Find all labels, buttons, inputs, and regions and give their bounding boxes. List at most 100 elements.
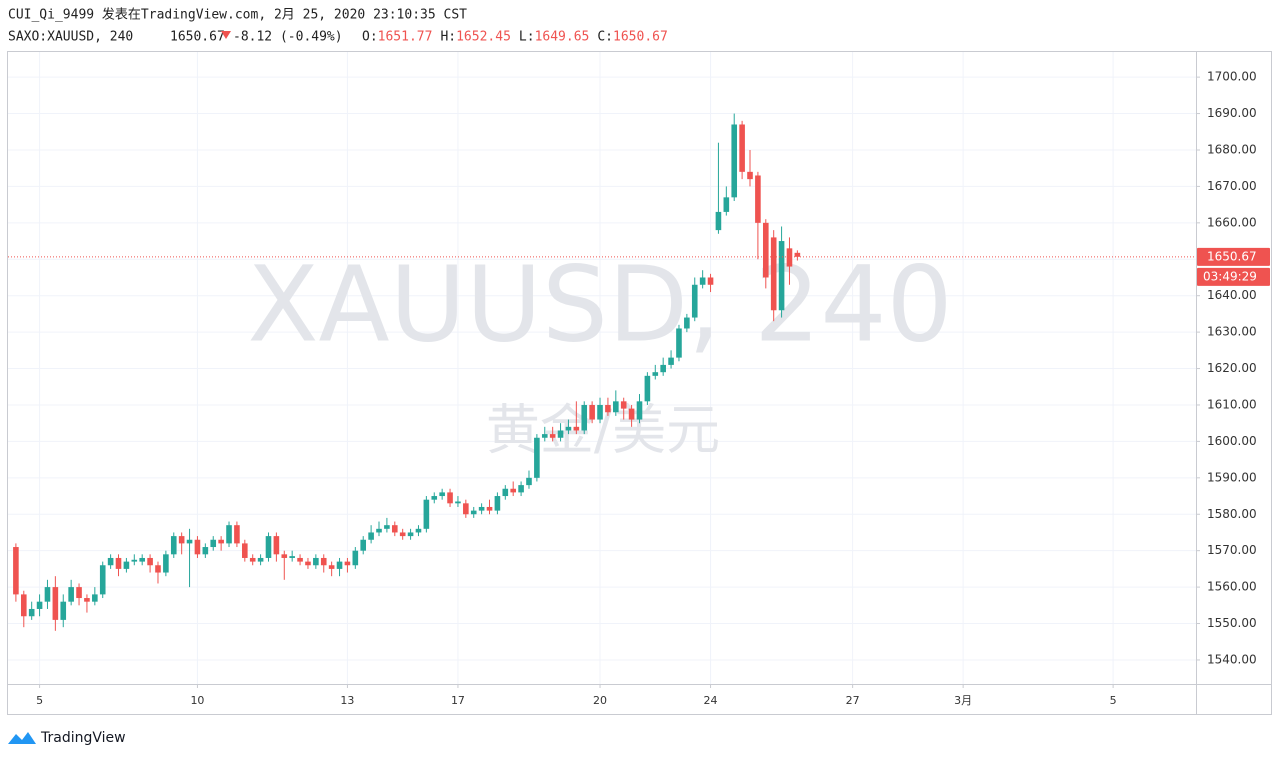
candle-body bbox=[549, 434, 556, 438]
candle-body bbox=[170, 536, 177, 555]
logo-icon[interactable] bbox=[8, 732, 36, 744]
ohlc-key: H: bbox=[440, 30, 456, 45]
candle-body bbox=[478, 506, 485, 511]
candle-body bbox=[581, 404, 588, 431]
y-tick-label: 1590.00 bbox=[1207, 470, 1257, 484]
candle-body bbox=[463, 503, 469, 515]
candles bbox=[13, 113, 801, 631]
candle-body bbox=[770, 237, 777, 311]
candle-body bbox=[518, 485, 524, 493]
y-tick-label: 1640.00 bbox=[1207, 288, 1257, 302]
candle-body bbox=[155, 565, 161, 573]
candle-body bbox=[755, 175, 761, 223]
candle-body bbox=[84, 598, 90, 602]
ohlc-value: 1652.45 bbox=[456, 30, 511, 45]
last-price: 1650.67 bbox=[170, 30, 225, 45]
price-label: 1650.67 bbox=[1207, 249, 1257, 263]
y-tick-label: 1540.00 bbox=[1207, 652, 1257, 666]
candle-body bbox=[739, 124, 745, 172]
candle-body bbox=[747, 171, 753, 180]
candle-body bbox=[242, 543, 248, 558]
x-tick-label: 10 bbox=[190, 694, 204, 707]
y-tick-label: 1580.00 bbox=[1207, 507, 1257, 521]
ohlc-key: C: bbox=[597, 30, 613, 45]
symbol: SAXO:XAUUSD, 240 bbox=[8, 30, 133, 45]
candle-body bbox=[684, 317, 690, 329]
candle-body bbox=[660, 364, 666, 373]
candle-body bbox=[699, 277, 706, 285]
candle-body bbox=[344, 561, 351, 566]
candle-body bbox=[68, 587, 74, 602]
candle-body bbox=[178, 536, 185, 544]
y-tick-label: 1630.00 bbox=[1207, 325, 1257, 339]
brand[interactable]: TradingView bbox=[40, 730, 126, 746]
candle-body bbox=[407, 532, 414, 537]
candle-body bbox=[123, 561, 130, 569]
candle-body bbox=[281, 554, 288, 558]
candle-body bbox=[289, 556, 295, 558]
candle-body bbox=[510, 488, 516, 493]
candle-body bbox=[415, 528, 422, 533]
x-tick-label: 3月 bbox=[954, 694, 972, 707]
candle-body bbox=[668, 357, 674, 365]
ohlc-value: 1650.67 bbox=[613, 30, 668, 45]
header-line: CUI_Qi_9499 发表在TradingView.com, 2月 25, 2… bbox=[8, 7, 467, 23]
candle-body bbox=[794, 252, 801, 257]
candle-body bbox=[328, 565, 335, 569]
candle-body bbox=[20, 594, 27, 617]
x-tick-label: 13 bbox=[340, 694, 354, 707]
candle-body bbox=[52, 587, 59, 620]
candle-body bbox=[336, 561, 343, 569]
candle-body bbox=[423, 499, 430, 529]
y-tick-label: 1550.00 bbox=[1207, 616, 1257, 630]
candle-body bbox=[573, 426, 580, 431]
y-tick-label: 1610.00 bbox=[1207, 397, 1257, 411]
candle-body bbox=[368, 532, 374, 540]
ohlc-value: 1651.77 bbox=[378, 30, 433, 45]
candle-body bbox=[707, 277, 714, 285]
y-tick-label: 1700.00 bbox=[1207, 70, 1257, 84]
grid: 1540.00 1550.00 1560.00 1570.00 1580.00 1590.… bbox=[8, 52, 1257, 707]
ohlc-value: 1649.65 bbox=[535, 30, 590, 45]
candle-body bbox=[762, 222, 769, 278]
x-tick-label: 5 bbox=[36, 694, 43, 707]
candle-body bbox=[226, 525, 232, 544]
candle-body bbox=[652, 372, 659, 376]
y-tick-label: 1600.00 bbox=[1207, 434, 1257, 448]
candle-body bbox=[391, 525, 398, 533]
candle-body bbox=[541, 434, 548, 438]
candle-body bbox=[644, 375, 651, 402]
candle-body bbox=[297, 557, 303, 562]
frame bbox=[7, 51, 1272, 715]
candle-body bbox=[399, 532, 406, 537]
candle-body bbox=[534, 437, 540, 478]
x-tick-label: 20 bbox=[593, 694, 607, 707]
candle-body bbox=[628, 408, 635, 420]
overlay: 1650.67 03:49:29 bbox=[8, 247, 1270, 286]
candle-body bbox=[265, 536, 272, 558]
candle-body bbox=[44, 587, 51, 602]
y-tick-label: 1670.00 bbox=[1207, 179, 1257, 193]
candle-body bbox=[786, 248, 793, 267]
y-tick-label: 1570.00 bbox=[1207, 543, 1257, 557]
candle-body bbox=[376, 528, 382, 533]
candle-body bbox=[486, 506, 493, 511]
candle-body bbox=[447, 492, 453, 504]
candle-body bbox=[115, 557, 122, 569]
candle-body bbox=[613, 401, 619, 413]
candle-body bbox=[455, 501, 461, 504]
candle-body bbox=[470, 510, 477, 515]
candle-body bbox=[194, 539, 201, 555]
x-tick-label: 17 bbox=[451, 694, 465, 707]
candle-body bbox=[526, 477, 532, 486]
y-tick-label: 1660.00 bbox=[1207, 215, 1257, 229]
watermark-sub: 黄金/美元 bbox=[486, 399, 720, 462]
candle-body bbox=[28, 608, 35, 617]
candle-body bbox=[76, 587, 82, 599]
candle-body bbox=[778, 241, 785, 311]
candle-body bbox=[352, 550, 359, 566]
candle-body bbox=[218, 539, 224, 544]
down-arrow bbox=[221, 31, 231, 39]
candle-body bbox=[431, 496, 438, 500]
